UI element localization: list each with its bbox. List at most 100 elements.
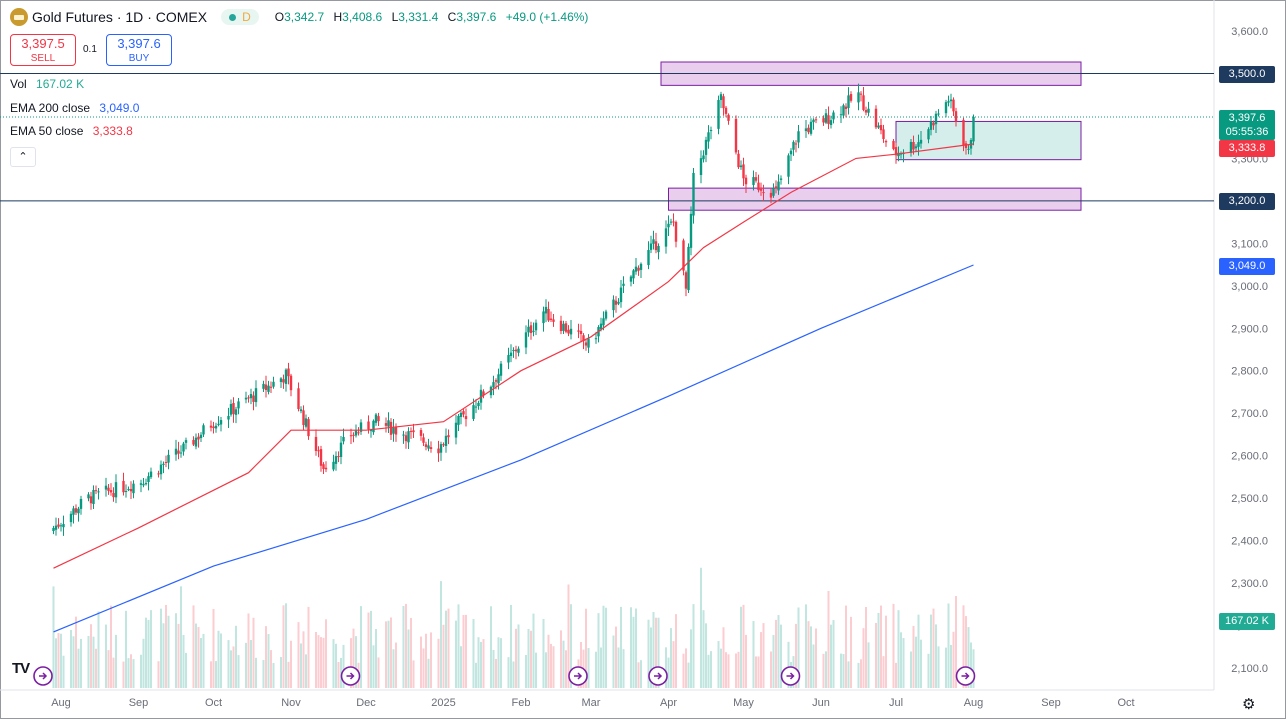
ema200-value: 3,049.0 (99, 101, 140, 115)
volume-bar (530, 630, 532, 688)
candle-body (144, 483, 148, 485)
volume-bar (162, 623, 165, 688)
candle-body (109, 490, 113, 493)
candle-body (94, 490, 98, 492)
candle-body (564, 323, 568, 332)
candle-body (372, 420, 375, 433)
close-value: 3,397.6 (456, 10, 497, 24)
volume-bar (427, 658, 430, 688)
volume-bar (547, 634, 550, 688)
volume-bar (935, 624, 937, 688)
volume-bar (527, 629, 530, 688)
candle-body (69, 513, 73, 523)
candle-body (547, 308, 550, 321)
volume-bar (612, 635, 615, 688)
candle-body (159, 464, 163, 475)
candle-body (704, 139, 708, 155)
volume-bar (780, 624, 782, 688)
candle-body (919, 139, 923, 144)
candle-body (319, 449, 323, 466)
candle-body (789, 150, 793, 155)
symbol-name[interactable]: Gold Futures (32, 9, 113, 25)
change-value: +49.0 (+1.46%) (505, 10, 589, 24)
candle-body (934, 113, 938, 125)
volume-bar (605, 607, 607, 688)
collapse-legend-button[interactable]: ⌃ (10, 147, 36, 167)
volume-bar (507, 657, 510, 688)
candle-body (914, 146, 918, 149)
market-open-dot-icon (229, 13, 237, 21)
volume-bar (775, 619, 777, 688)
volume-bar (535, 652, 537, 688)
candle-body (202, 425, 205, 435)
candle-body (77, 508, 80, 514)
volume-bar (127, 658, 130, 688)
x-tick-label: Sep (129, 697, 149, 709)
candle-body (462, 411, 465, 415)
candle-body (879, 125, 883, 131)
ema200-legend[interactable]: EMA 200 close 3,049.0 (10, 101, 139, 115)
candle-body (629, 276, 633, 282)
candle-body (862, 95, 865, 110)
candle-body (937, 113, 940, 115)
candle-body (827, 115, 830, 124)
candle-body (392, 427, 395, 434)
volume-bar (622, 649, 625, 688)
candle-body (322, 464, 325, 469)
volume-bar (637, 662, 640, 688)
sell-button[interactable]: 3,397.5 SELL (10, 34, 76, 66)
volume-bar (267, 634, 270, 688)
candle-body (949, 99, 953, 102)
volume-bar (682, 653, 685, 688)
candle-body (114, 482, 118, 498)
candle-body (672, 221, 675, 223)
volume-bar (525, 654, 527, 688)
candle-body (324, 467, 328, 470)
candle-body (444, 435, 448, 447)
volume-bar (597, 613, 600, 688)
candle-body (52, 527, 55, 531)
volume-bar (282, 605, 285, 688)
candle-body (929, 121, 933, 130)
volume-bar (617, 647, 620, 688)
volume-bar (825, 651, 827, 688)
interval[interactable]: 1D (125, 9, 144, 25)
candle-body (384, 423, 388, 426)
candle-body (74, 508, 78, 513)
volume-bar (495, 658, 497, 688)
candle-body (302, 410, 305, 425)
volume-bar (147, 619, 150, 688)
candle-body (219, 420, 223, 425)
volume-bar (595, 651, 597, 688)
candle-body (497, 374, 500, 384)
volume-bar (965, 616, 967, 688)
volume-bar (472, 619, 475, 688)
tradingview-logo[interactable]: TV (12, 660, 30, 677)
candle-body (457, 415, 460, 425)
candle-body (184, 440, 188, 443)
candle-body (559, 320, 563, 332)
volume-bar (647, 619, 650, 688)
volume-legend[interactable]: Vol 167.02 K (10, 77, 84, 91)
volume-bar (877, 612, 880, 688)
buy-button[interactable]: 3,397.6 BUY (106, 34, 172, 66)
volume-bar (760, 632, 762, 688)
volume-bar (372, 645, 375, 688)
candle-body (762, 192, 765, 194)
candle-body (214, 425, 218, 429)
candle-body (229, 403, 233, 415)
volume-bar (220, 633, 222, 688)
volume-bar (832, 620, 835, 688)
candle-body (464, 416, 468, 420)
volume-bar (227, 640, 230, 688)
candle-body (234, 409, 238, 415)
ema50-legend[interactable]: EMA 50 close 3,333.8 (10, 124, 133, 138)
candle-body (267, 385, 270, 392)
gear-icon[interactable]: ⚙ (1242, 696, 1256, 713)
market-status-pill[interactable]: D (221, 9, 259, 25)
candle-body (289, 375, 293, 391)
volume-bar (250, 639, 252, 688)
volume-bar (115, 634, 117, 688)
candle-body (639, 263, 643, 270)
